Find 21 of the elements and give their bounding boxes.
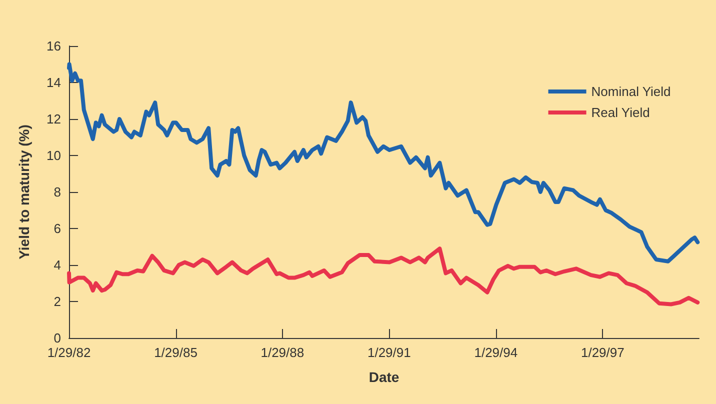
y-tick-label: 8 [54, 184, 61, 200]
y-tick-label: 14 [46, 75, 61, 90]
x-tick-label: 1/29/91 [367, 345, 411, 360]
y-tick-label: 4 [54, 258, 61, 272]
x-tick-label: 1/29/94 [474, 345, 518, 360]
y-tick-label: 2 [54, 294, 61, 309]
y-tick-label: 16 [46, 38, 61, 54]
line-series [67, 62, 700, 264]
y-tick-label: 0 [54, 330, 61, 346]
line-series [67, 246, 700, 306]
y-tick-label: 12 [46, 112, 61, 126]
y-tick-label: 6 [54, 221, 61, 236]
y-axis-title: Yield to maturity (%) [16, 124, 32, 260]
y-tick-label: 10 [46, 148, 61, 163]
x-tick-label: 1/29/88 [260, 345, 304, 360]
x-tick-label: 1/29/82 [47, 345, 91, 360]
x-tick-label: 1/29/85 [154, 345, 198, 360]
x-tick-label: 1/29/97 [580, 345, 624, 360]
legend-label: Nominal Yield [591, 84, 671, 99]
legend-label: Real Yield [591, 105, 650, 120]
x-axis-title: Date [368, 369, 400, 385]
